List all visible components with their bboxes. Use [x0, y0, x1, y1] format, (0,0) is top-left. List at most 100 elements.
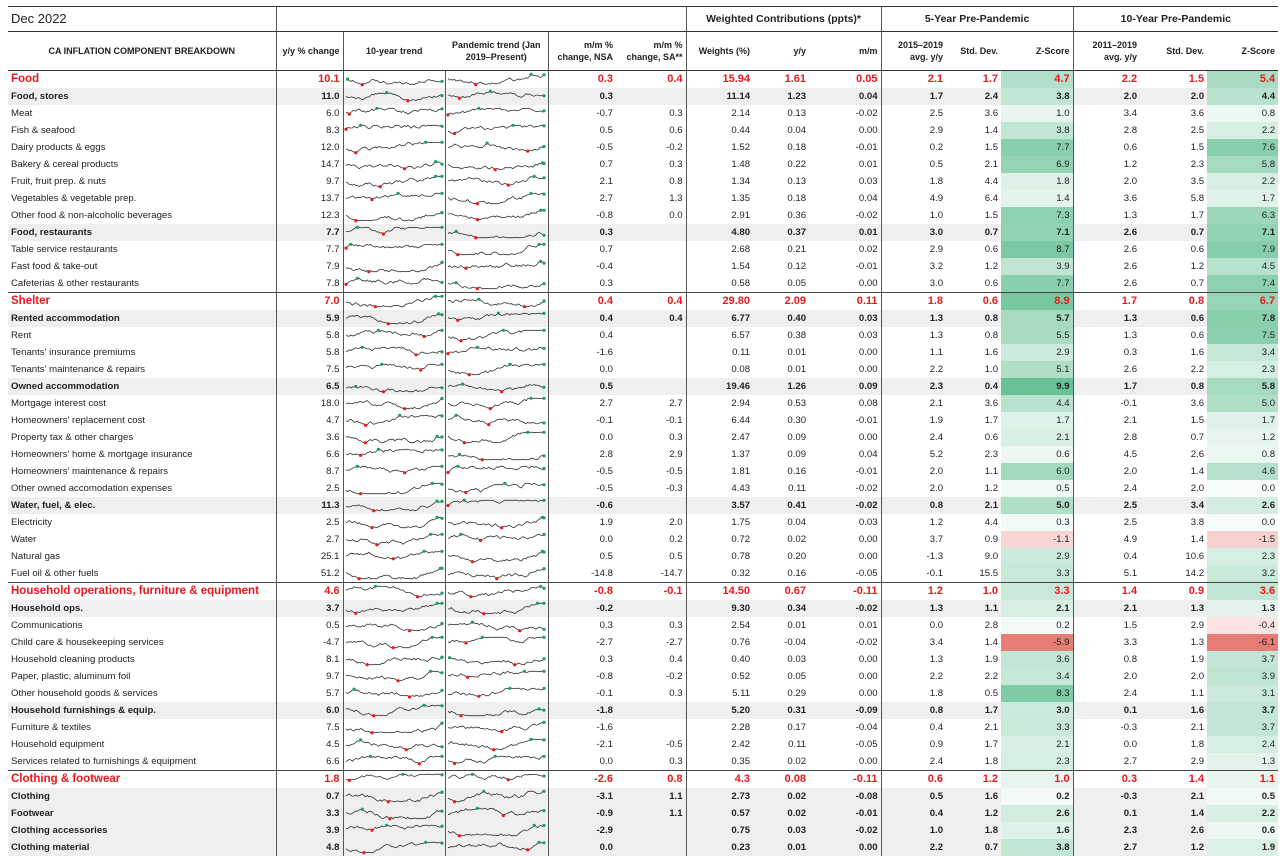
- cell-yy: 7.9: [276, 258, 343, 275]
- sparkline-graphic: [344, 531, 444, 548]
- cell-z5: 3.3: [1001, 719, 1073, 736]
- cell-nsa: -0.5: [548, 480, 616, 497]
- cell-s10: 1.2: [1140, 839, 1207, 856]
- cell-yy: 2.7: [276, 531, 343, 548]
- sparkline-graphic: [446, 122, 546, 139]
- cell-name: Rent: [8, 327, 276, 344]
- sparkline-pandemic: [445, 71, 548, 89]
- cell-yy: 3.3: [276, 805, 343, 822]
- cell-s5: 3.6: [946, 395, 1001, 412]
- cell-a10: -0.3: [1073, 788, 1140, 805]
- cell-wyy: 0.20: [753, 548, 809, 565]
- cell-wmm: 0.01: [809, 224, 881, 241]
- cell-s10: 1.2: [1140, 258, 1207, 275]
- cell-yy: 14.7: [276, 156, 343, 173]
- cell-w: 0.76: [686, 634, 753, 651]
- cell-yy: 12.3: [276, 207, 343, 224]
- report-date: Dec 2022: [8, 7, 276, 32]
- cell-name: Food, restaurants: [8, 224, 276, 241]
- table-row: Services related to furnishings & equipm…: [8, 753, 1278, 771]
- cell-wyy: 0.17: [753, 719, 809, 736]
- cell-yy: 5.8: [276, 344, 343, 361]
- sparkline-graphic: [446, 446, 546, 463]
- cell-a5: 2.4: [881, 753, 946, 771]
- sparkline-pandemic: [445, 241, 548, 258]
- cell-s5: 0.8: [946, 327, 1001, 344]
- sparkline-10yr: [343, 190, 445, 207]
- sparkline-graphic: [446, 497, 546, 514]
- cell-wyy: 0.37: [753, 224, 809, 241]
- cell-name: Services related to furnishings & equipm…: [8, 753, 276, 771]
- cell-s5: 3.6: [946, 105, 1001, 122]
- cell-z10: 0.0: [1207, 480, 1278, 497]
- cell-nsa: -0.5: [548, 139, 616, 156]
- cell-z5: 6.0: [1001, 463, 1073, 480]
- cell-name: Food: [8, 71, 276, 89]
- cell-wyy: 0.31: [753, 702, 809, 719]
- cell-w: 1.81: [686, 463, 753, 480]
- cell-s10: 1.1: [1140, 685, 1207, 702]
- sparkline-graphic: [446, 293, 546, 310]
- cell-z5: -1.1: [1001, 531, 1073, 548]
- cell-z10: 3.7: [1207, 719, 1278, 736]
- cell-s5: 0.6: [946, 293, 1001, 311]
- cell-w: 1.48: [686, 156, 753, 173]
- cell-yy: 2.5: [276, 480, 343, 497]
- sparkline-graphic: [344, 71, 444, 88]
- cell-z5: 7.3: [1001, 207, 1073, 224]
- cell-a5: 1.3: [881, 327, 946, 344]
- cell-name: Food, stores: [8, 88, 276, 105]
- cell-nsa: 0.3: [548, 617, 616, 634]
- cell-wyy: 0.01: [753, 617, 809, 634]
- cell-z10: 1.3: [1207, 753, 1278, 771]
- cell-a10: 3.6: [1073, 190, 1140, 207]
- group-header-row: Dec 2022 Weighted Contributions (ppts)* …: [8, 7, 1278, 32]
- cell-w: 3.57: [686, 497, 753, 514]
- cell-a5: 2.2: [881, 839, 946, 856]
- cell-nsa: 0.0: [548, 839, 616, 856]
- cell-nsa: -2.6: [548, 771, 616, 789]
- cell-s10: 0.7: [1140, 429, 1207, 446]
- cell-nsa: 0.0: [548, 531, 616, 548]
- cell-nsa: 0.4: [548, 293, 616, 311]
- cell-z5: 7.7: [1001, 275, 1073, 293]
- sparkline-pandemic: [445, 139, 548, 156]
- cell-nsa: 2.7: [548, 395, 616, 412]
- cell-s5: 1.4: [946, 634, 1001, 651]
- sparkline-graphic: [446, 378, 546, 395]
- cell-name: Household ops.: [8, 600, 276, 617]
- sparkline-graphic: [446, 463, 546, 480]
- cell-sa: 0.4: [616, 293, 686, 311]
- sparkline-10yr: [343, 122, 445, 139]
- cell-z10: 1.2: [1207, 429, 1278, 446]
- cell-a10: 2.6: [1073, 275, 1140, 293]
- cell-z5: 3.0: [1001, 702, 1073, 719]
- cell-s10: 2.5: [1140, 122, 1207, 139]
- col-header-z5: Z-Score: [1001, 32, 1073, 71]
- cell-name: Footwear: [8, 805, 276, 822]
- sparkline-10yr: [343, 105, 445, 122]
- cell-s5: 2.1: [946, 719, 1001, 736]
- cell-yy: 6.6: [276, 753, 343, 771]
- cell-w: 0.08: [686, 361, 753, 378]
- cell-sa: [616, 839, 686, 856]
- cell-s10: 3.6: [1140, 105, 1207, 122]
- cell-nsa: -1.6: [548, 344, 616, 361]
- cell-yy: 3.6: [276, 429, 343, 446]
- cell-a5: 3.2: [881, 258, 946, 275]
- col-header-sd10: Std. Dev.: [1140, 32, 1207, 71]
- cell-wmm: 0.03: [809, 327, 881, 344]
- cell-z10: 2.2: [1207, 122, 1278, 139]
- sparkline-pandemic: [445, 344, 548, 361]
- cell-nsa: -0.9: [548, 805, 616, 822]
- sparkline-pandemic: [445, 122, 548, 139]
- sparkline-10yr: [343, 788, 445, 805]
- sparkline-graphic: [344, 480, 444, 497]
- cell-s10: 1.5: [1140, 139, 1207, 156]
- cell-s5: 1.7: [946, 702, 1001, 719]
